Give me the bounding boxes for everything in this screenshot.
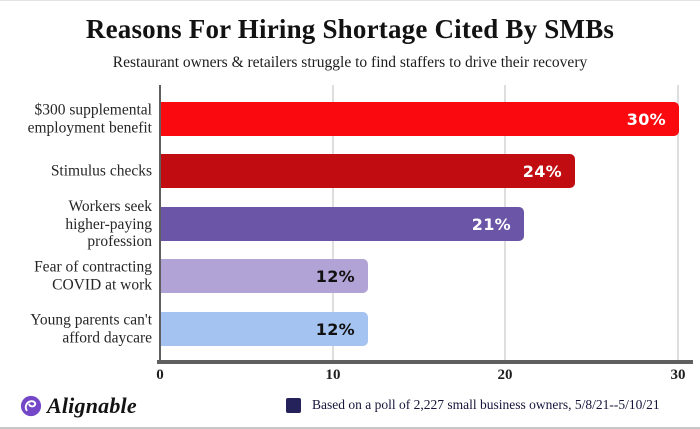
bar-daycare: 12% [161,312,368,346]
category-label: Fear of contracting COVID at work [34,258,152,294]
y-axis-line [159,85,161,362]
chart-title: Reasons For Hiring Shortage Cited By SMB… [85,14,615,44]
bar-row: Young parents can't afford daycare 12% [0,312,700,346]
bar-value-label: 21% [471,214,511,234]
bar-row: Workers seek higher-paying profession 21% [0,198,700,250]
bar-row: Stimulus checks 24% [0,154,700,188]
bar-value-label: 12% [315,266,355,286]
bar-covid-fear: 12% [161,259,368,293]
category-label: Young parents can't afford daycare [30,311,152,347]
category-label: Stimulus checks [50,162,152,180]
legend-label: Based on a poll of 2,227 small business … [312,397,660,412]
category-label: Workers seek higher-paying profession [65,197,152,250]
alignable-logo: Alignable [20,393,137,419]
category-label: $300 supplemental employment benefit [27,101,152,137]
bar-value-label: 24% [522,161,562,181]
gridline-30 [677,85,679,360]
x-axis-line [157,360,693,364]
x-tick-0: 0 [156,367,164,383]
bar-stimulus-checks: 24% [161,154,575,188]
bar-value-label: 12% [315,319,355,339]
bar-row: $300 supplemental employment benefit 30% [0,102,700,136]
alignable-wordmark: Alignable [47,393,137,418]
chart-subtitle: Restaurant owners & retailers struggle t… [112,54,588,71]
legend: Based on a poll of 2,227 small business … [286,397,660,413]
x-tick-20: 20 [497,367,513,383]
x-tick-30: 30 [670,367,686,383]
x-tick-10: 10 [325,367,341,383]
bar-higher-paying-profession: 21% [161,207,524,241]
legend-swatch [286,397,301,413]
bar-supplemental-benefit: 30% [161,102,679,136]
alignable-swirl-icon [20,395,42,417]
bar-row: Fear of contracting COVID at work 12% [0,259,700,293]
bar-value-label: 30% [626,109,666,129]
